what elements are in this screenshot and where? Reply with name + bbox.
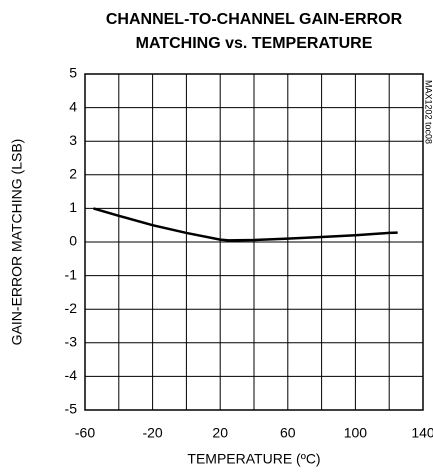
plot-frame [84,73,424,411]
x-tick-label: 140 [411,425,433,441]
y-tick-label: 1 [69,199,77,215]
y-tick-label: -1 [65,266,78,282]
y-tick-label: -5 [65,401,78,417]
chart-title: MATCHING vs. TEMPERATURE [136,35,373,52]
y-tick-label: 0 [69,233,77,249]
y-tick-label: 4 [69,98,77,114]
data-line [93,207,398,242]
y-axis-label: GAIN-ERROR MATCHING (LSB) [9,139,25,346]
y-tick-label: -2 [65,300,78,316]
y-tick-label: 3 [69,132,77,148]
x-tick-label: 100 [344,425,368,441]
x-tick-label: 60 [280,425,296,441]
y-tick-label: 2 [69,166,77,182]
y-tick-label: -3 [65,334,78,350]
y-tick-label: -4 [65,367,78,383]
chart-title: CHANNEL-TO-CHANNEL GAIN-ERROR [106,11,403,28]
x-axis-label: TEMPERATURE (ºC) [187,451,320,467]
x-tick-label: 20 [212,425,228,441]
x-tick-label: -60 [75,425,95,441]
y-tick-label: 5 [69,65,77,81]
annotation: MAX1202 toc08 [424,80,433,144]
x-tick-label: -20 [142,425,162,441]
